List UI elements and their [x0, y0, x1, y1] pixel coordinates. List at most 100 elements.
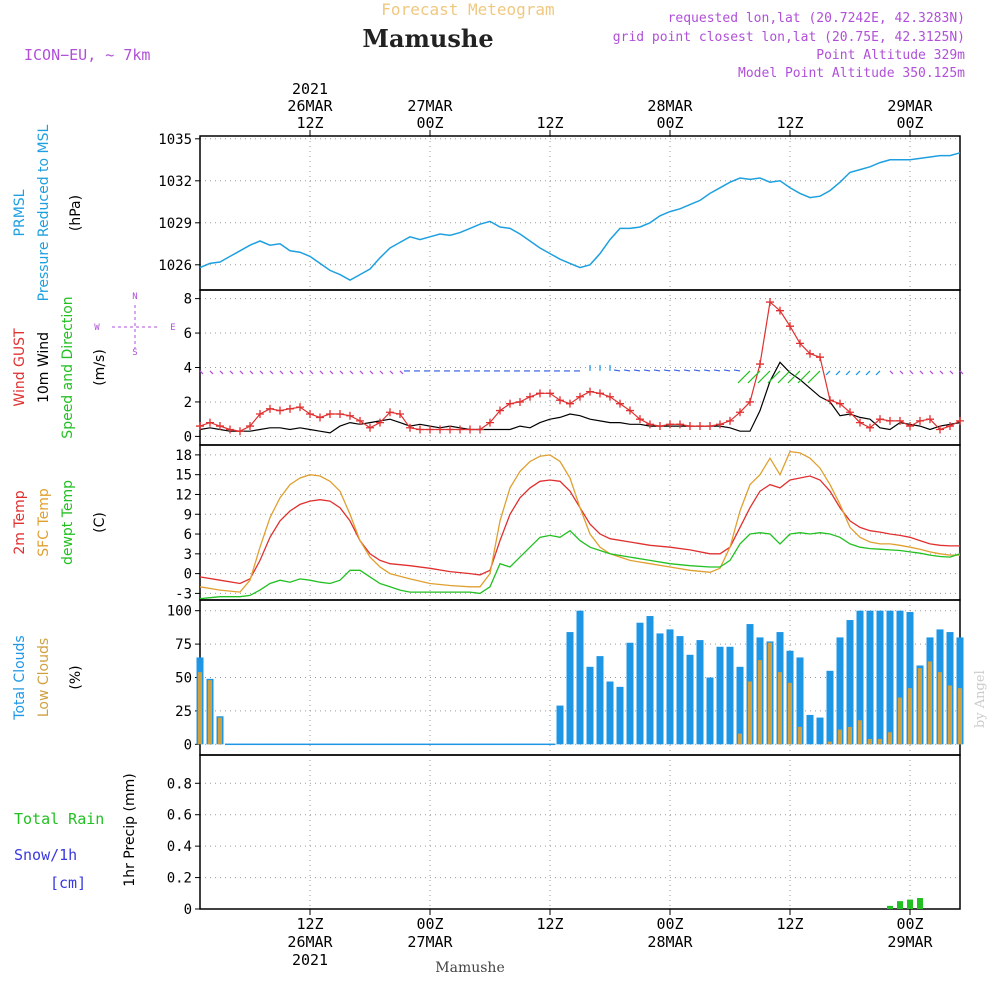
gust-marker	[766, 298, 774, 307]
top-time-label: 29MAR	[887, 97, 933, 115]
wind-direction-arrow	[939, 370, 944, 375]
wind-direction-arrow	[269, 370, 274, 375]
y-tick-label: 3	[184, 547, 192, 563]
wind-direction-arrow	[379, 370, 384, 375]
gust-marker	[916, 416, 924, 425]
panel-label: PRMSL	[12, 189, 28, 236]
top-time-label: 00Z	[896, 114, 923, 132]
wind-direction-arrow	[623, 369, 631, 372]
gust-marker	[626, 406, 634, 415]
top-time-label: 28MAR	[647, 97, 693, 115]
gust-marker	[416, 425, 424, 434]
y-tick-label: 100	[167, 604, 192, 620]
gust-marker	[786, 322, 794, 331]
gust-marker	[316, 413, 324, 422]
low-cloud-bar	[938, 672, 942, 745]
panel-label: Snow/1h	[14, 846, 77, 864]
total-cloud-bar	[726, 646, 734, 745]
pressure-line	[199, 152, 961, 282]
gust-marker	[356, 416, 364, 425]
wind-direction-arrow	[797, 370, 811, 384]
wind-direction-arrow	[959, 370, 964, 375]
gust-marker	[246, 422, 254, 431]
gust-marker	[866, 423, 874, 432]
gust-marker	[236, 427, 244, 436]
total-cloud-bar	[576, 610, 584, 745]
wind-direction-arrow	[389, 370, 394, 375]
gust-marker	[686, 422, 694, 431]
panel-label: Wind GUST	[12, 328, 28, 407]
total-cloud-bar	[886, 610, 894, 745]
gust-marker	[486, 418, 494, 427]
total-cloud-bar	[646, 616, 654, 745]
compass-north: N	[132, 292, 137, 302]
compass-west: W	[94, 323, 100, 333]
y-tick-label: -3	[175, 586, 192, 602]
panel-label: dewpt Temp	[60, 480, 76, 565]
low-cloud-bar	[838, 729, 842, 745]
y-tick-label: 0	[184, 737, 192, 753]
y-tick-label: 6	[184, 527, 192, 543]
total-cloud-bar	[556, 705, 564, 745]
panel-label: 10m Wind	[36, 332, 52, 403]
wind-direction-arrow	[249, 370, 254, 375]
gust-marker	[746, 397, 754, 406]
total-cloud-bar	[736, 666, 744, 745]
y-tick-label: 6	[184, 326, 192, 342]
top-time-label: 12Z	[296, 114, 323, 132]
low-cloud-bar	[208, 680, 212, 745]
wind-direction-arrow	[349, 370, 354, 375]
gust-marker	[736, 408, 744, 417]
wind-direction-arrow	[663, 369, 671, 372]
watermark: by Angel	[973, 670, 988, 728]
bottom-time-label: 00Z	[656, 915, 683, 933]
gust-marker	[906, 422, 914, 431]
low-cloud-bar	[748, 681, 752, 745]
total-cloud-bar	[596, 656, 604, 745]
gust-marker	[216, 422, 224, 431]
top-time-label: 00Z	[656, 114, 683, 132]
total-cloud-bar	[626, 642, 634, 745]
wind-direction-arrow	[673, 369, 681, 372]
gust-marker	[376, 418, 384, 427]
point-altitude: Point Altitude 329m	[816, 48, 965, 63]
total-cloud-bar	[636, 622, 644, 745]
top-time-label: 00Z	[416, 114, 443, 132]
total-cloud-bar	[566, 632, 574, 745]
wind-direction-arrow	[825, 370, 831, 376]
wind-direction-arrow	[733, 369, 741, 372]
gust-marker	[816, 353, 824, 362]
requested-coordinates: requested lon,lat (20.7242E, 42.3283N)	[668, 11, 965, 26]
total-cloud-bar	[606, 681, 614, 745]
gust-marker	[756, 360, 764, 369]
precipitation-panel: 0 0.2 0.4 0.6 0.8 Total Rain Snow/1h [cm] 1hr Pr…	[14, 754, 961, 918]
wind-direction-arrow	[865, 370, 871, 376]
total-cloud-bar	[846, 620, 854, 745]
gust-marker	[456, 425, 464, 434]
wind-direction-arrow	[229, 370, 234, 375]
low-cloud-bar	[198, 672, 202, 745]
wind-direction-arrow	[633, 369, 641, 372]
gust-marker	[196, 422, 204, 431]
gust-marker	[606, 392, 614, 401]
bottom-time-label: 12Z	[536, 915, 563, 933]
pressure-panel: 1026 1029 1032 1035 PRMSL Pressure Reduced to…	[12, 124, 961, 301]
bottom-time-label: 29MAR	[887, 933, 933, 951]
compass-east: E	[170, 323, 175, 333]
gust-marker	[346, 411, 354, 420]
wind-direction-arrow	[339, 370, 344, 375]
panel-label: Pressure Reduced to MSL	[36, 124, 52, 301]
panel-label: SFC Temp	[36, 488, 52, 557]
wind-direction-arrow	[909, 370, 914, 375]
model-altitude: Model Point Altitude 350.125m	[738, 66, 965, 81]
low-cloud-bar	[218, 717, 222, 745]
low-cloud-bar	[768, 642, 772, 745]
y-tick-label: 0	[184, 429, 192, 445]
bottom-time-label: 12Z	[296, 915, 323, 933]
wind-direction-arrow	[737, 370, 751, 384]
gust-marker	[726, 416, 734, 425]
wind-direction-arrow	[643, 369, 651, 372]
low-cloud-bar	[758, 660, 762, 745]
gust-marker	[646, 420, 654, 429]
